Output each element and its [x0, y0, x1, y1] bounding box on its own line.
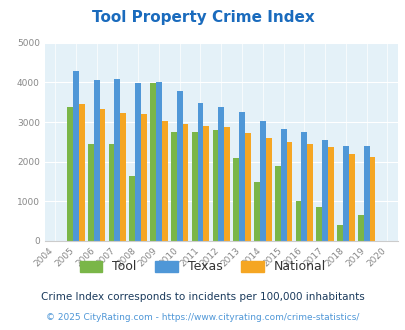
Bar: [156, 82, 162, 241]
Bar: [322, 140, 327, 241]
Bar: [233, 158, 239, 241]
Bar: [327, 148, 333, 241]
Bar: [259, 120, 265, 241]
Bar: [342, 146, 348, 241]
Bar: [182, 124, 188, 241]
Bar: [79, 104, 84, 241]
Bar: [120, 113, 126, 241]
Bar: [337, 225, 342, 241]
Text: Tool Property Crime Index: Tool Property Crime Index: [92, 10, 313, 25]
Bar: [218, 107, 224, 241]
Bar: [307, 144, 312, 241]
Bar: [203, 126, 209, 241]
Bar: [286, 142, 292, 241]
Bar: [265, 138, 271, 241]
Bar: [244, 133, 250, 241]
Bar: [315, 207, 322, 241]
Bar: [150, 83, 156, 241]
Text: © 2025 CityRating.com - https://www.cityrating.com/crime-statistics/: © 2025 CityRating.com - https://www.city…: [46, 313, 359, 322]
Bar: [141, 114, 147, 241]
Bar: [67, 107, 73, 241]
Bar: [254, 182, 259, 241]
Bar: [224, 127, 229, 241]
Bar: [109, 144, 114, 241]
Bar: [274, 166, 280, 241]
Bar: [73, 71, 79, 241]
Bar: [87, 144, 94, 241]
Bar: [363, 146, 369, 241]
Bar: [369, 156, 375, 241]
Bar: [212, 130, 218, 241]
Bar: [162, 120, 167, 241]
Bar: [197, 104, 203, 241]
Bar: [295, 201, 301, 241]
Bar: [301, 132, 307, 241]
Bar: [114, 79, 120, 241]
Bar: [191, 132, 197, 241]
Bar: [357, 215, 363, 241]
Bar: [280, 129, 286, 241]
Legend: Tool, Texas, National: Tool, Texas, National: [75, 255, 330, 279]
Bar: [348, 154, 354, 241]
Text: Crime Index corresponds to incidents per 100,000 inhabitants: Crime Index corresponds to incidents per…: [41, 292, 364, 302]
Bar: [135, 83, 141, 241]
Bar: [176, 91, 182, 241]
Bar: [129, 176, 135, 241]
Bar: [171, 132, 176, 241]
Bar: [94, 80, 99, 241]
Bar: [99, 109, 105, 241]
Bar: [239, 112, 244, 241]
